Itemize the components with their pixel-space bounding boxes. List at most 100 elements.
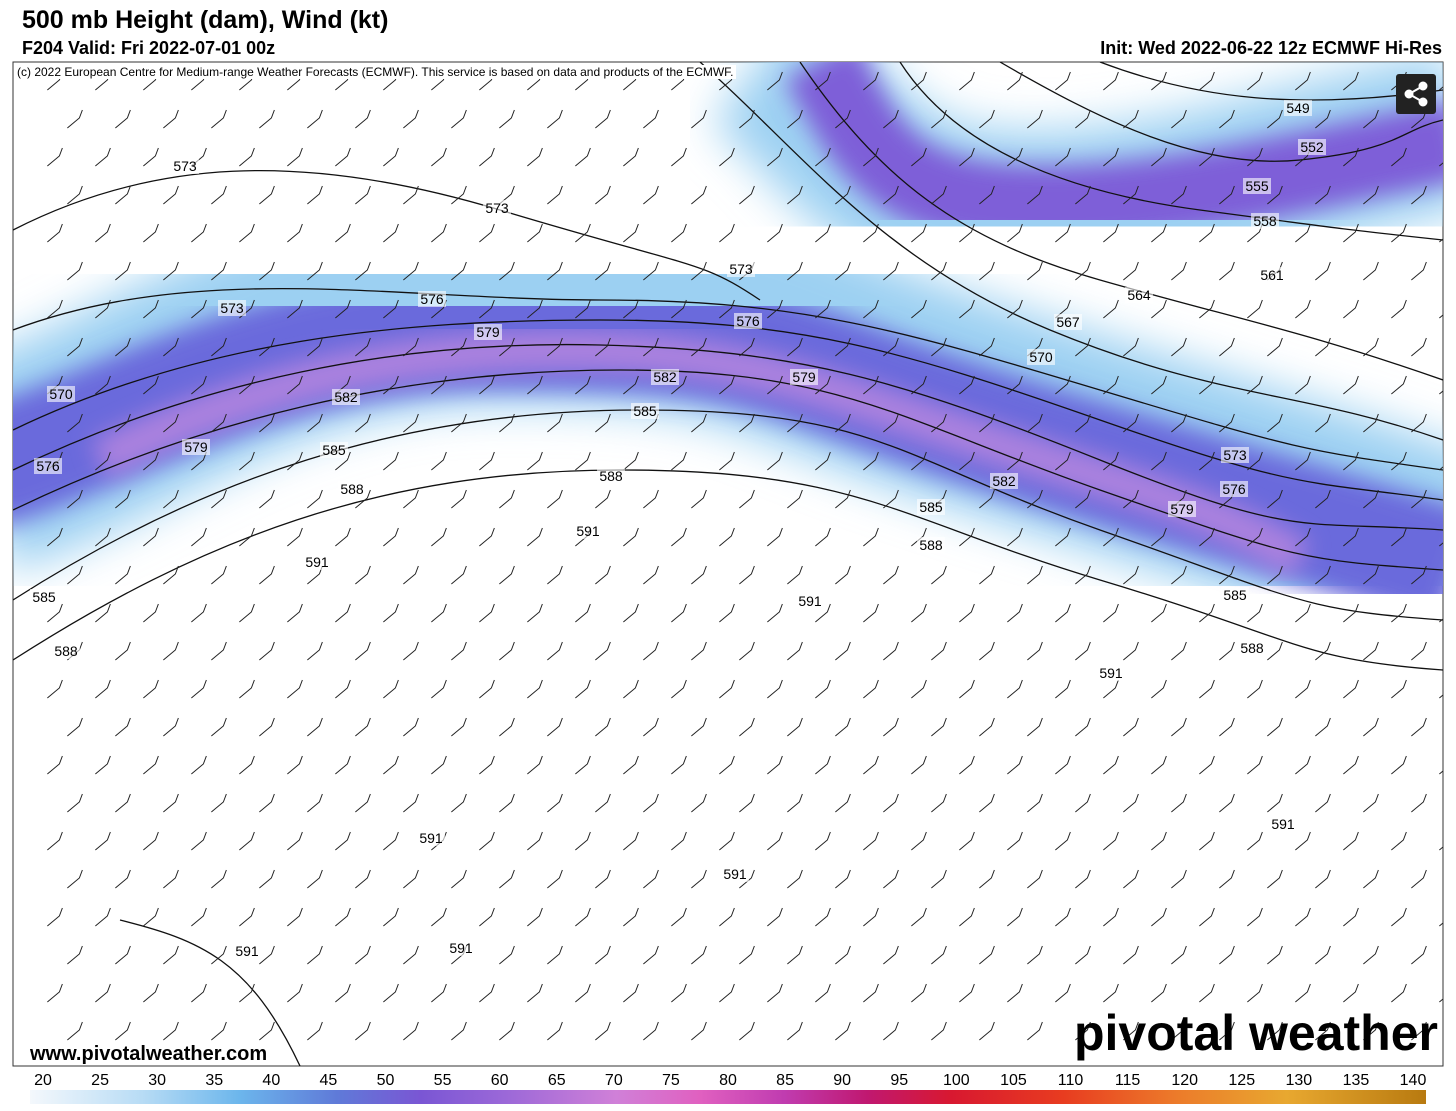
contour-label: 579 <box>184 439 208 455</box>
wind-barb <box>1267 717 1283 737</box>
wind-barb <box>431 603 447 623</box>
wind-barb <box>1007 71 1023 91</box>
wind-barb <box>1247 831 1263 851</box>
wind-barb <box>259 489 275 509</box>
wind-barb <box>1267 869 1283 889</box>
colorbar-tick-label: 95 <box>890 1072 908 1089</box>
wind-barb <box>595 1021 611 1041</box>
wind-barb <box>835 641 851 661</box>
wind-barb <box>1247 983 1263 1003</box>
wind-barb <box>67 489 83 509</box>
contour-label: 591 <box>305 554 329 570</box>
wind-barb <box>211 261 227 281</box>
wind-barb <box>1391 147 1407 167</box>
wind-barb <box>767 71 783 91</box>
wind-barb <box>1411 869 1427 889</box>
wind-barb <box>623 603 639 623</box>
contour-label-bg <box>1258 267 1286 283</box>
wind-barb <box>979 641 995 661</box>
share-icon[interactable] <box>1404 81 1428 107</box>
wind-barb <box>1171 413 1187 433</box>
wind-barb <box>691 337 707 357</box>
wind-barb <box>1363 261 1379 281</box>
wind-barb <box>863 831 879 851</box>
contour-label-bg <box>1221 587 1249 603</box>
wind-barb <box>1199 451 1215 471</box>
wind-barb <box>1075 641 1091 661</box>
wind-barb <box>959 983 975 1003</box>
wind-barb <box>1075 489 1091 509</box>
wind-barb <box>959 71 975 91</box>
wind-barb <box>143 299 159 319</box>
wind-barb <box>595 337 611 357</box>
wind-barb <box>479 375 495 395</box>
contour-label: 570 <box>1029 349 1053 365</box>
wind-barb <box>643 565 659 585</box>
wind-barb <box>979 869 995 889</box>
wind-barb <box>863 527 879 547</box>
contour-label-bg <box>1269 816 1297 832</box>
wind-barb <box>47 755 63 775</box>
wind-barb <box>1075 869 1091 889</box>
wind-barb <box>643 793 659 813</box>
wind-barb <box>1199 603 1215 623</box>
share-button[interactable] <box>1396 74 1436 114</box>
wind-barb <box>979 413 995 433</box>
wind-barb <box>163 337 179 357</box>
contour-label-bg <box>1284 100 1312 116</box>
wind-barb <box>211 793 227 813</box>
colorbar-tick-label: 40 <box>262 1072 280 1089</box>
wind-barb <box>143 907 159 927</box>
contour-label-bg <box>447 940 475 956</box>
wind-barb <box>1267 1021 1283 1041</box>
wind-barb <box>1199 71 1215 91</box>
wind-barb <box>355 185 371 205</box>
wind-barb <box>403 1021 419 1041</box>
wind-barb <box>1151 375 1167 395</box>
wind-barb <box>1219 337 1235 357</box>
wind-barb <box>191 223 207 243</box>
wind-barb <box>355 261 371 281</box>
wind-barb <box>403 869 419 889</box>
wind-barb <box>1267 109 1283 129</box>
wind-barb <box>115 793 131 813</box>
wind-barb <box>959 755 975 775</box>
wind-barb <box>307 337 323 357</box>
wind-barb <box>671 223 687 243</box>
wind-barb <box>1247 451 1263 471</box>
contour-label-bg <box>218 300 246 316</box>
wind-barb <box>595 489 611 509</box>
wind-barb <box>787 793 803 813</box>
wind-barb <box>671 831 687 851</box>
wind-barb <box>1315 945 1331 965</box>
wind-barb <box>1199 223 1215 243</box>
wind-barb <box>287 223 303 243</box>
wind-barb <box>383 831 399 851</box>
contour-label: 585 <box>633 403 657 419</box>
wind-barb <box>479 755 495 775</box>
wind-barb <box>1199 831 1215 851</box>
wind-barb <box>1103 679 1119 699</box>
wind-barb <box>1343 983 1359 1003</box>
wind-barb <box>1363 945 1379 965</box>
wind-barb <box>719 603 735 623</box>
wind-barb <box>355 945 371 965</box>
wind-barb <box>547 337 563 357</box>
wind-barb <box>595 565 611 585</box>
colorbar <box>30 1090 1426 1104</box>
wind-barb <box>211 413 227 433</box>
wind-barb <box>355 717 371 737</box>
wind-barb <box>1055 375 1071 395</box>
wind-barb <box>1103 71 1119 91</box>
wind-barb <box>143 375 159 395</box>
contour-label: 591 <box>798 593 822 609</box>
wind-barb <box>1123 337 1139 357</box>
wind-barb <box>911 299 927 319</box>
wind-barb <box>1075 1021 1091 1041</box>
wind-barb <box>451 109 467 129</box>
wind-barb <box>1343 679 1359 699</box>
wind-barb <box>959 147 975 167</box>
wind-barb <box>767 983 783 1003</box>
wind-barb <box>883 413 899 433</box>
